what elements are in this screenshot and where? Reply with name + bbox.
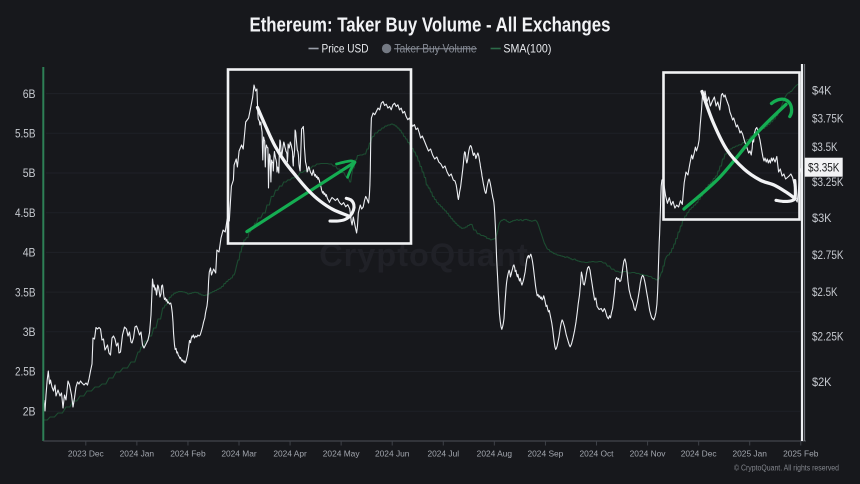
svg-text:$2K: $2K — [812, 375, 832, 389]
svg-text:$2.25K: $2.25K — [812, 330, 844, 344]
svg-text:2.5B: 2.5B — [15, 365, 36, 379]
svg-text:2024 Jun: 2024 Jun — [375, 449, 410, 459]
svg-text:3.5B: 3.5B — [15, 285, 36, 299]
svg-text:Ethereum: Taker Buy Volume - A: Ethereum: Taker Buy Volume - All Exchang… — [250, 14, 611, 37]
svg-text:2024 Feb: 2024 Feb — [170, 449, 206, 459]
svg-text:$3.5K: $3.5K — [812, 140, 838, 154]
svg-text:2024 Sep: 2024 Sep — [527, 449, 563, 459]
svg-text:2025 Feb: 2025 Feb — [783, 449, 819, 459]
svg-text:2024 Oct: 2024 Oct — [580, 449, 615, 459]
svg-text:4B: 4B — [23, 246, 36, 260]
svg-text:$3.25K: $3.25K — [812, 175, 844, 189]
svg-text:2024 Jan: 2024 Jan — [120, 449, 155, 459]
svg-text:2024 Aug: 2024 Aug — [477, 449, 513, 459]
svg-text:5.5B: 5.5B — [15, 127, 36, 141]
svg-text:2B: 2B — [23, 404, 36, 418]
svg-text:$4K: $4K — [812, 84, 832, 98]
svg-text:2024 Jul: 2024 Jul — [427, 449, 459, 459]
svg-text:$3K: $3K — [812, 211, 832, 225]
svg-text:$3.75K: $3.75K — [812, 112, 844, 126]
svg-text:2024 Dec: 2024 Dec — [681, 449, 717, 459]
svg-text:2025 Jan: 2025 Jan — [732, 449, 767, 459]
svg-text:2024 Apr: 2024 Apr — [273, 449, 307, 459]
svg-text:$3.35K: $3.35K — [808, 160, 840, 174]
svg-text:$2.75K: $2.75K — [812, 248, 844, 262]
svg-text:5B: 5B — [23, 166, 36, 180]
svg-text:© CryptoQuant. All rights rese: © CryptoQuant. All rights reserved — [734, 464, 839, 473]
svg-text:6B: 6B — [23, 87, 36, 101]
svg-text:2024 Nov: 2024 Nov — [630, 449, 667, 459]
svg-text:SMA(100): SMA(100) — [503, 42, 551, 56]
svg-text:4.5B: 4.5B — [15, 206, 36, 220]
svg-text:2024 Mar: 2024 Mar — [221, 449, 257, 459]
svg-text:$2.5K: $2.5K — [812, 285, 838, 299]
svg-text:3B: 3B — [23, 325, 36, 339]
svg-text:Price USD: Price USD — [322, 42, 369, 56]
svg-text:2023 Dec: 2023 Dec — [68, 449, 104, 459]
svg-text:2024 May: 2024 May — [323, 449, 361, 459]
